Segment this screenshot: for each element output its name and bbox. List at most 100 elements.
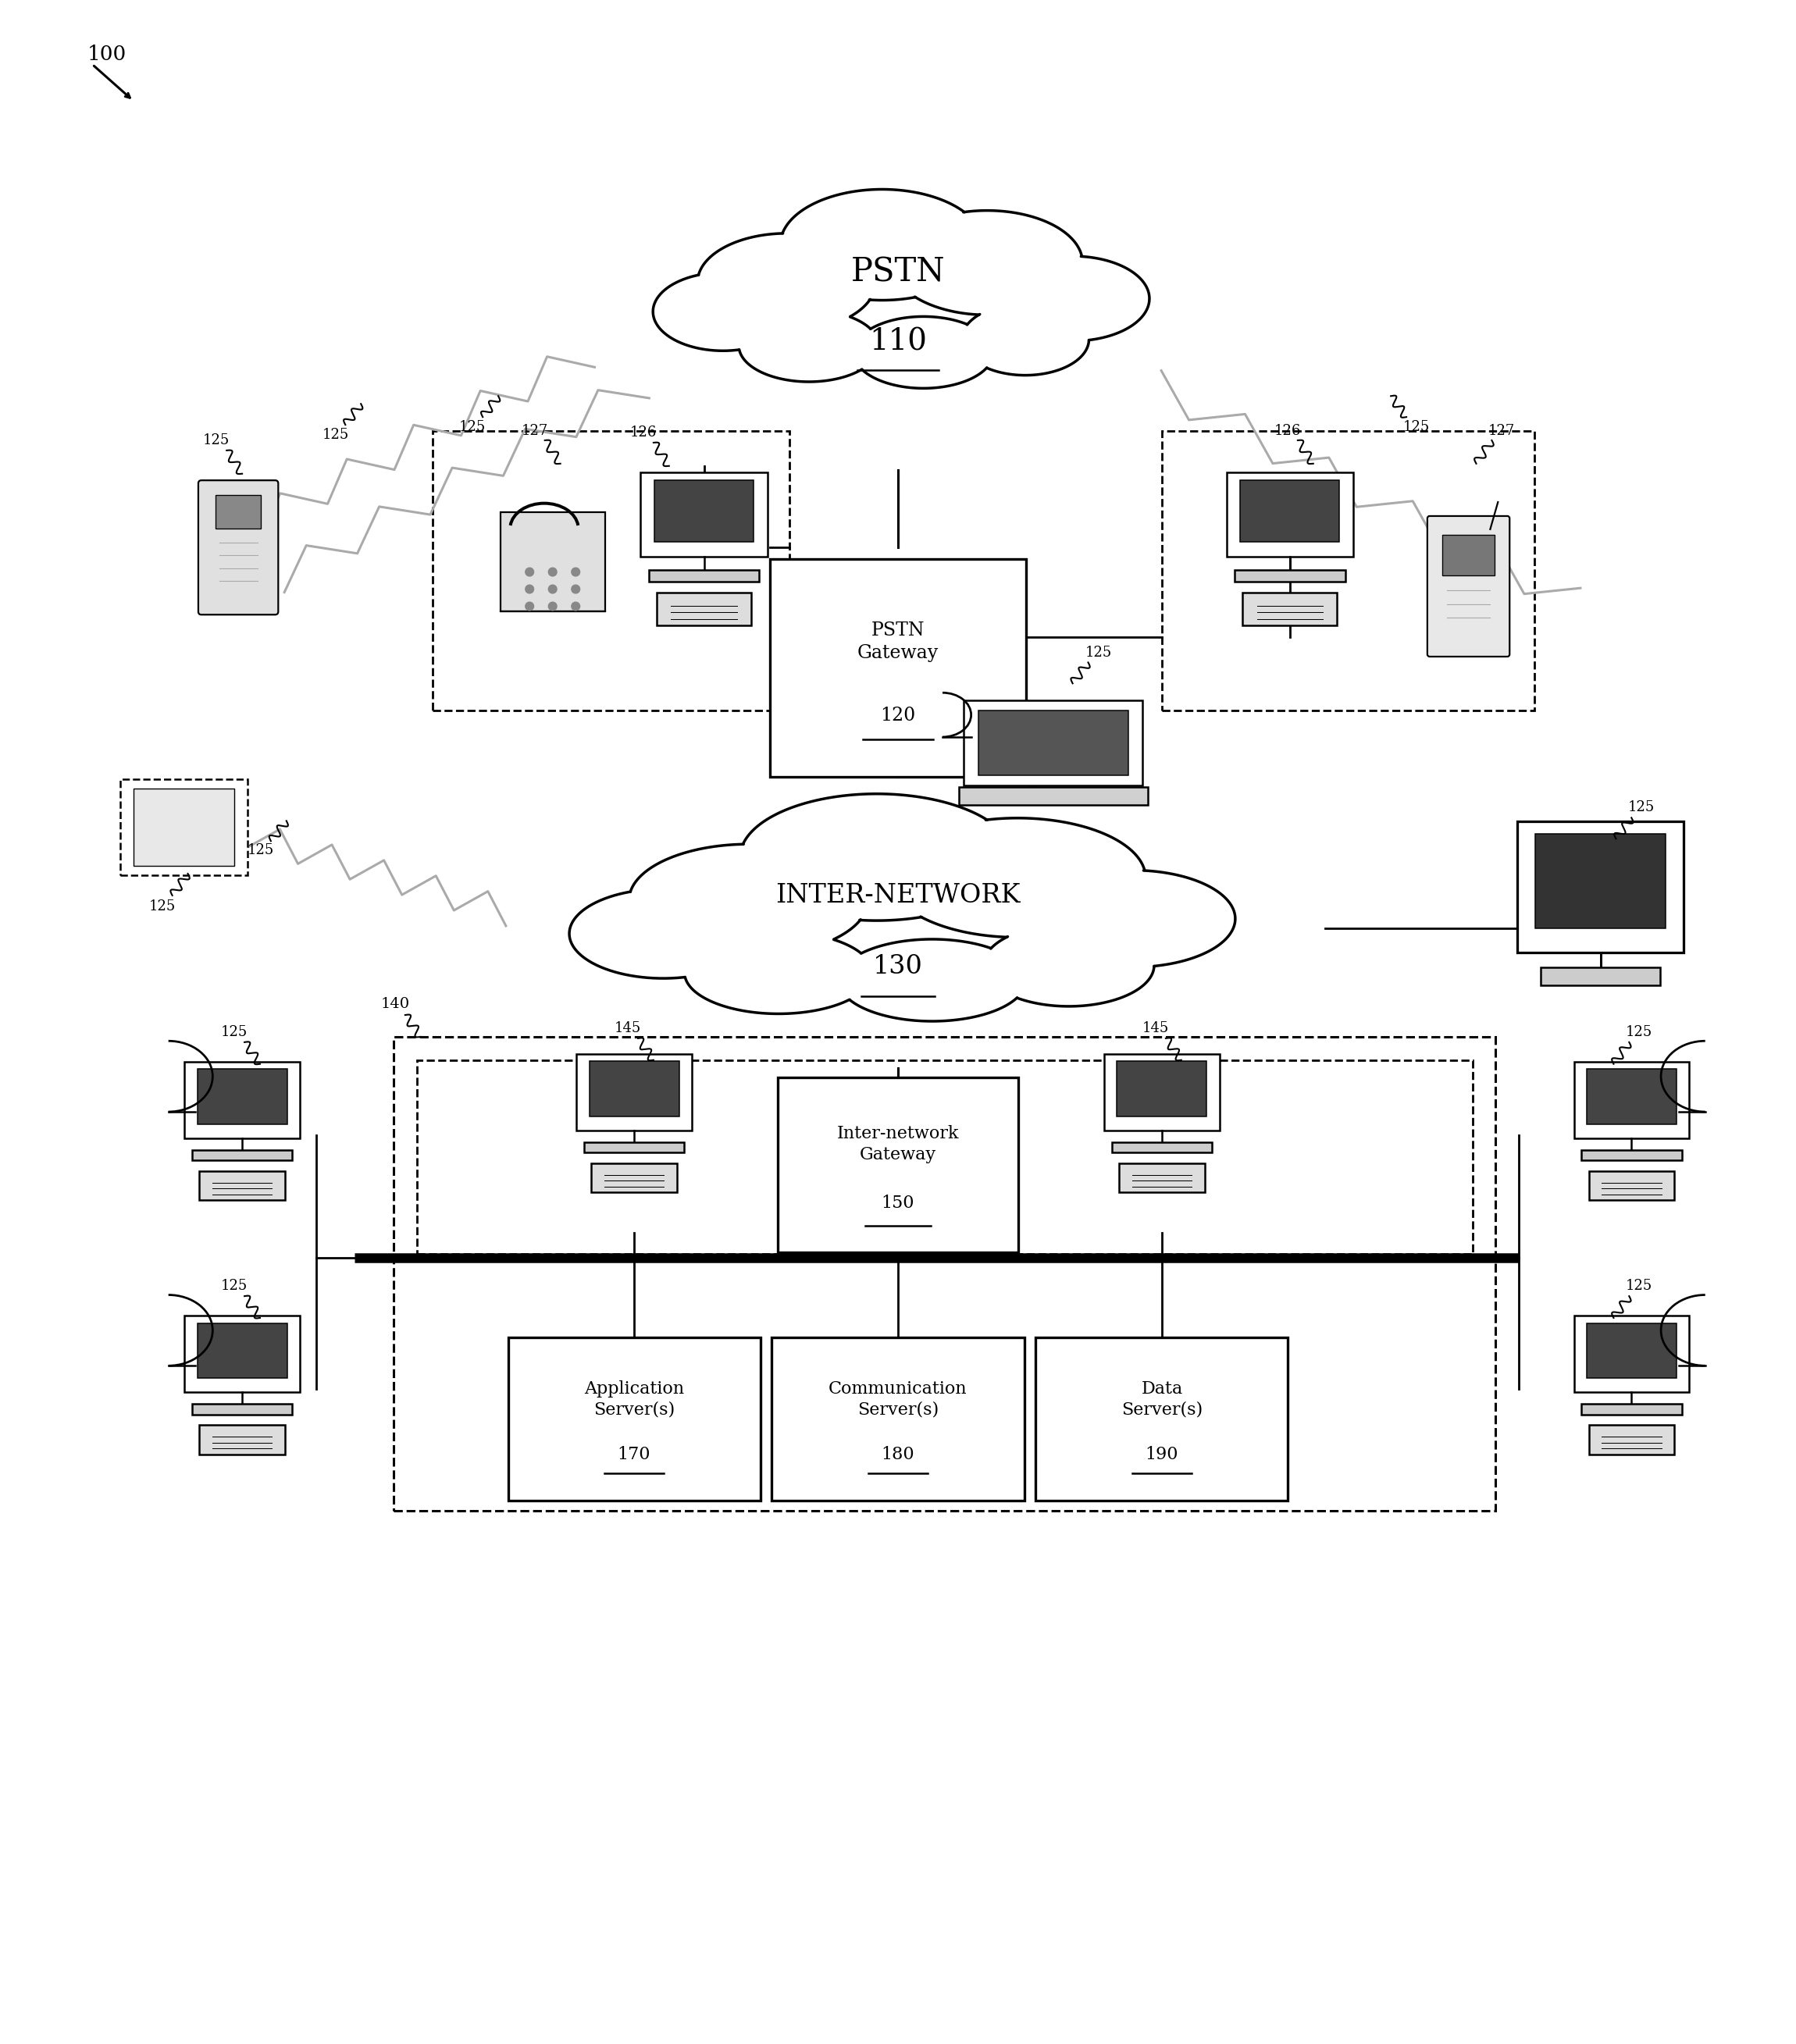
FancyBboxPatch shape (508, 1337, 760, 1500)
FancyBboxPatch shape (1589, 1171, 1674, 1200)
FancyBboxPatch shape (1105, 1055, 1219, 1130)
Text: 125: 125 (460, 421, 487, 433)
FancyBboxPatch shape (1227, 472, 1354, 556)
Text: 190: 190 (1146, 1447, 1178, 1464)
Text: 125: 125 (1403, 421, 1430, 433)
FancyBboxPatch shape (1117, 1061, 1207, 1116)
Circle shape (548, 568, 557, 576)
FancyBboxPatch shape (1573, 1061, 1688, 1139)
Ellipse shape (738, 311, 878, 382)
Circle shape (571, 568, 580, 576)
FancyBboxPatch shape (1573, 1316, 1688, 1392)
Text: 110: 110 (869, 327, 927, 356)
FancyBboxPatch shape (577, 1055, 691, 1130)
Text: 100: 100 (86, 45, 126, 63)
Text: 120: 120 (880, 707, 916, 726)
FancyBboxPatch shape (1580, 1151, 1681, 1161)
Ellipse shape (853, 317, 993, 388)
FancyBboxPatch shape (778, 1077, 1018, 1253)
Circle shape (548, 603, 557, 611)
FancyBboxPatch shape (185, 1316, 300, 1392)
Circle shape (571, 585, 580, 593)
Text: 125: 125 (149, 899, 176, 914)
Ellipse shape (889, 818, 1146, 938)
FancyBboxPatch shape (120, 779, 248, 875)
FancyBboxPatch shape (959, 787, 1148, 805)
Ellipse shape (740, 793, 1013, 920)
Text: Data
Server(s): Data Server(s) (1121, 1380, 1203, 1419)
Ellipse shape (839, 938, 1026, 1022)
Text: 125: 125 (1629, 801, 1654, 816)
Text: 127: 127 (521, 423, 548, 437)
FancyBboxPatch shape (198, 1322, 287, 1378)
Ellipse shape (569, 889, 758, 979)
FancyBboxPatch shape (216, 495, 260, 527)
Text: 125: 125 (221, 1280, 248, 1294)
FancyBboxPatch shape (979, 711, 1128, 775)
Text: PSTN: PSTN (851, 256, 945, 288)
FancyBboxPatch shape (192, 1404, 293, 1414)
Text: Application
Server(s): Application Server(s) (584, 1380, 684, 1419)
Ellipse shape (891, 211, 1083, 315)
Ellipse shape (961, 303, 1088, 376)
Text: 127: 127 (1489, 423, 1516, 437)
Text: 125: 125 (321, 427, 348, 442)
Ellipse shape (779, 190, 984, 300)
FancyBboxPatch shape (591, 1163, 677, 1192)
FancyBboxPatch shape (1119, 1163, 1205, 1192)
Text: 130: 130 (873, 955, 923, 979)
Text: 145: 145 (614, 1022, 641, 1034)
FancyBboxPatch shape (199, 1171, 286, 1200)
Text: 125: 125 (203, 433, 230, 448)
FancyBboxPatch shape (772, 1337, 1024, 1500)
Ellipse shape (1031, 871, 1236, 967)
FancyBboxPatch shape (584, 1143, 684, 1153)
Ellipse shape (697, 233, 876, 331)
FancyBboxPatch shape (654, 480, 754, 542)
Text: 126: 126 (630, 425, 657, 439)
FancyBboxPatch shape (1586, 1069, 1676, 1124)
FancyBboxPatch shape (198, 1069, 287, 1124)
Text: 125: 125 (1625, 1280, 1652, 1294)
FancyBboxPatch shape (133, 789, 235, 867)
Text: 125: 125 (248, 844, 275, 856)
Circle shape (571, 603, 580, 611)
Circle shape (526, 585, 533, 593)
FancyBboxPatch shape (1428, 515, 1510, 656)
FancyBboxPatch shape (1580, 1404, 1681, 1414)
FancyBboxPatch shape (185, 1061, 300, 1139)
FancyBboxPatch shape (1243, 593, 1338, 625)
FancyBboxPatch shape (1518, 822, 1685, 953)
FancyBboxPatch shape (657, 593, 751, 625)
Circle shape (526, 603, 533, 611)
FancyBboxPatch shape (1234, 570, 1345, 580)
Text: 125: 125 (221, 1026, 248, 1038)
FancyBboxPatch shape (641, 472, 767, 556)
FancyBboxPatch shape (1589, 1425, 1674, 1453)
FancyBboxPatch shape (1241, 480, 1340, 542)
Text: 125: 125 (1625, 1026, 1652, 1038)
Text: Inter-network
Gateway: Inter-network Gateway (837, 1124, 959, 1163)
Circle shape (548, 585, 557, 593)
FancyBboxPatch shape (770, 560, 1026, 777)
FancyBboxPatch shape (198, 480, 278, 615)
FancyBboxPatch shape (1586, 1322, 1676, 1378)
FancyBboxPatch shape (501, 513, 605, 611)
FancyBboxPatch shape (1442, 536, 1494, 576)
FancyBboxPatch shape (199, 1425, 286, 1453)
Ellipse shape (629, 844, 867, 957)
FancyBboxPatch shape (1112, 1143, 1212, 1153)
Ellipse shape (984, 924, 1155, 1006)
FancyBboxPatch shape (192, 1151, 293, 1161)
Text: 145: 145 (1142, 1022, 1169, 1034)
Circle shape (526, 568, 533, 576)
FancyBboxPatch shape (589, 1061, 679, 1116)
Text: PSTN
Gateway: PSTN Gateway (857, 621, 939, 662)
Ellipse shape (997, 256, 1149, 341)
Text: Communication
Server(s): Communication Server(s) (828, 1380, 968, 1419)
Ellipse shape (684, 932, 873, 1014)
Text: 140: 140 (381, 997, 409, 1012)
Text: 170: 170 (618, 1447, 650, 1464)
Ellipse shape (654, 272, 794, 352)
FancyBboxPatch shape (1541, 967, 1661, 985)
